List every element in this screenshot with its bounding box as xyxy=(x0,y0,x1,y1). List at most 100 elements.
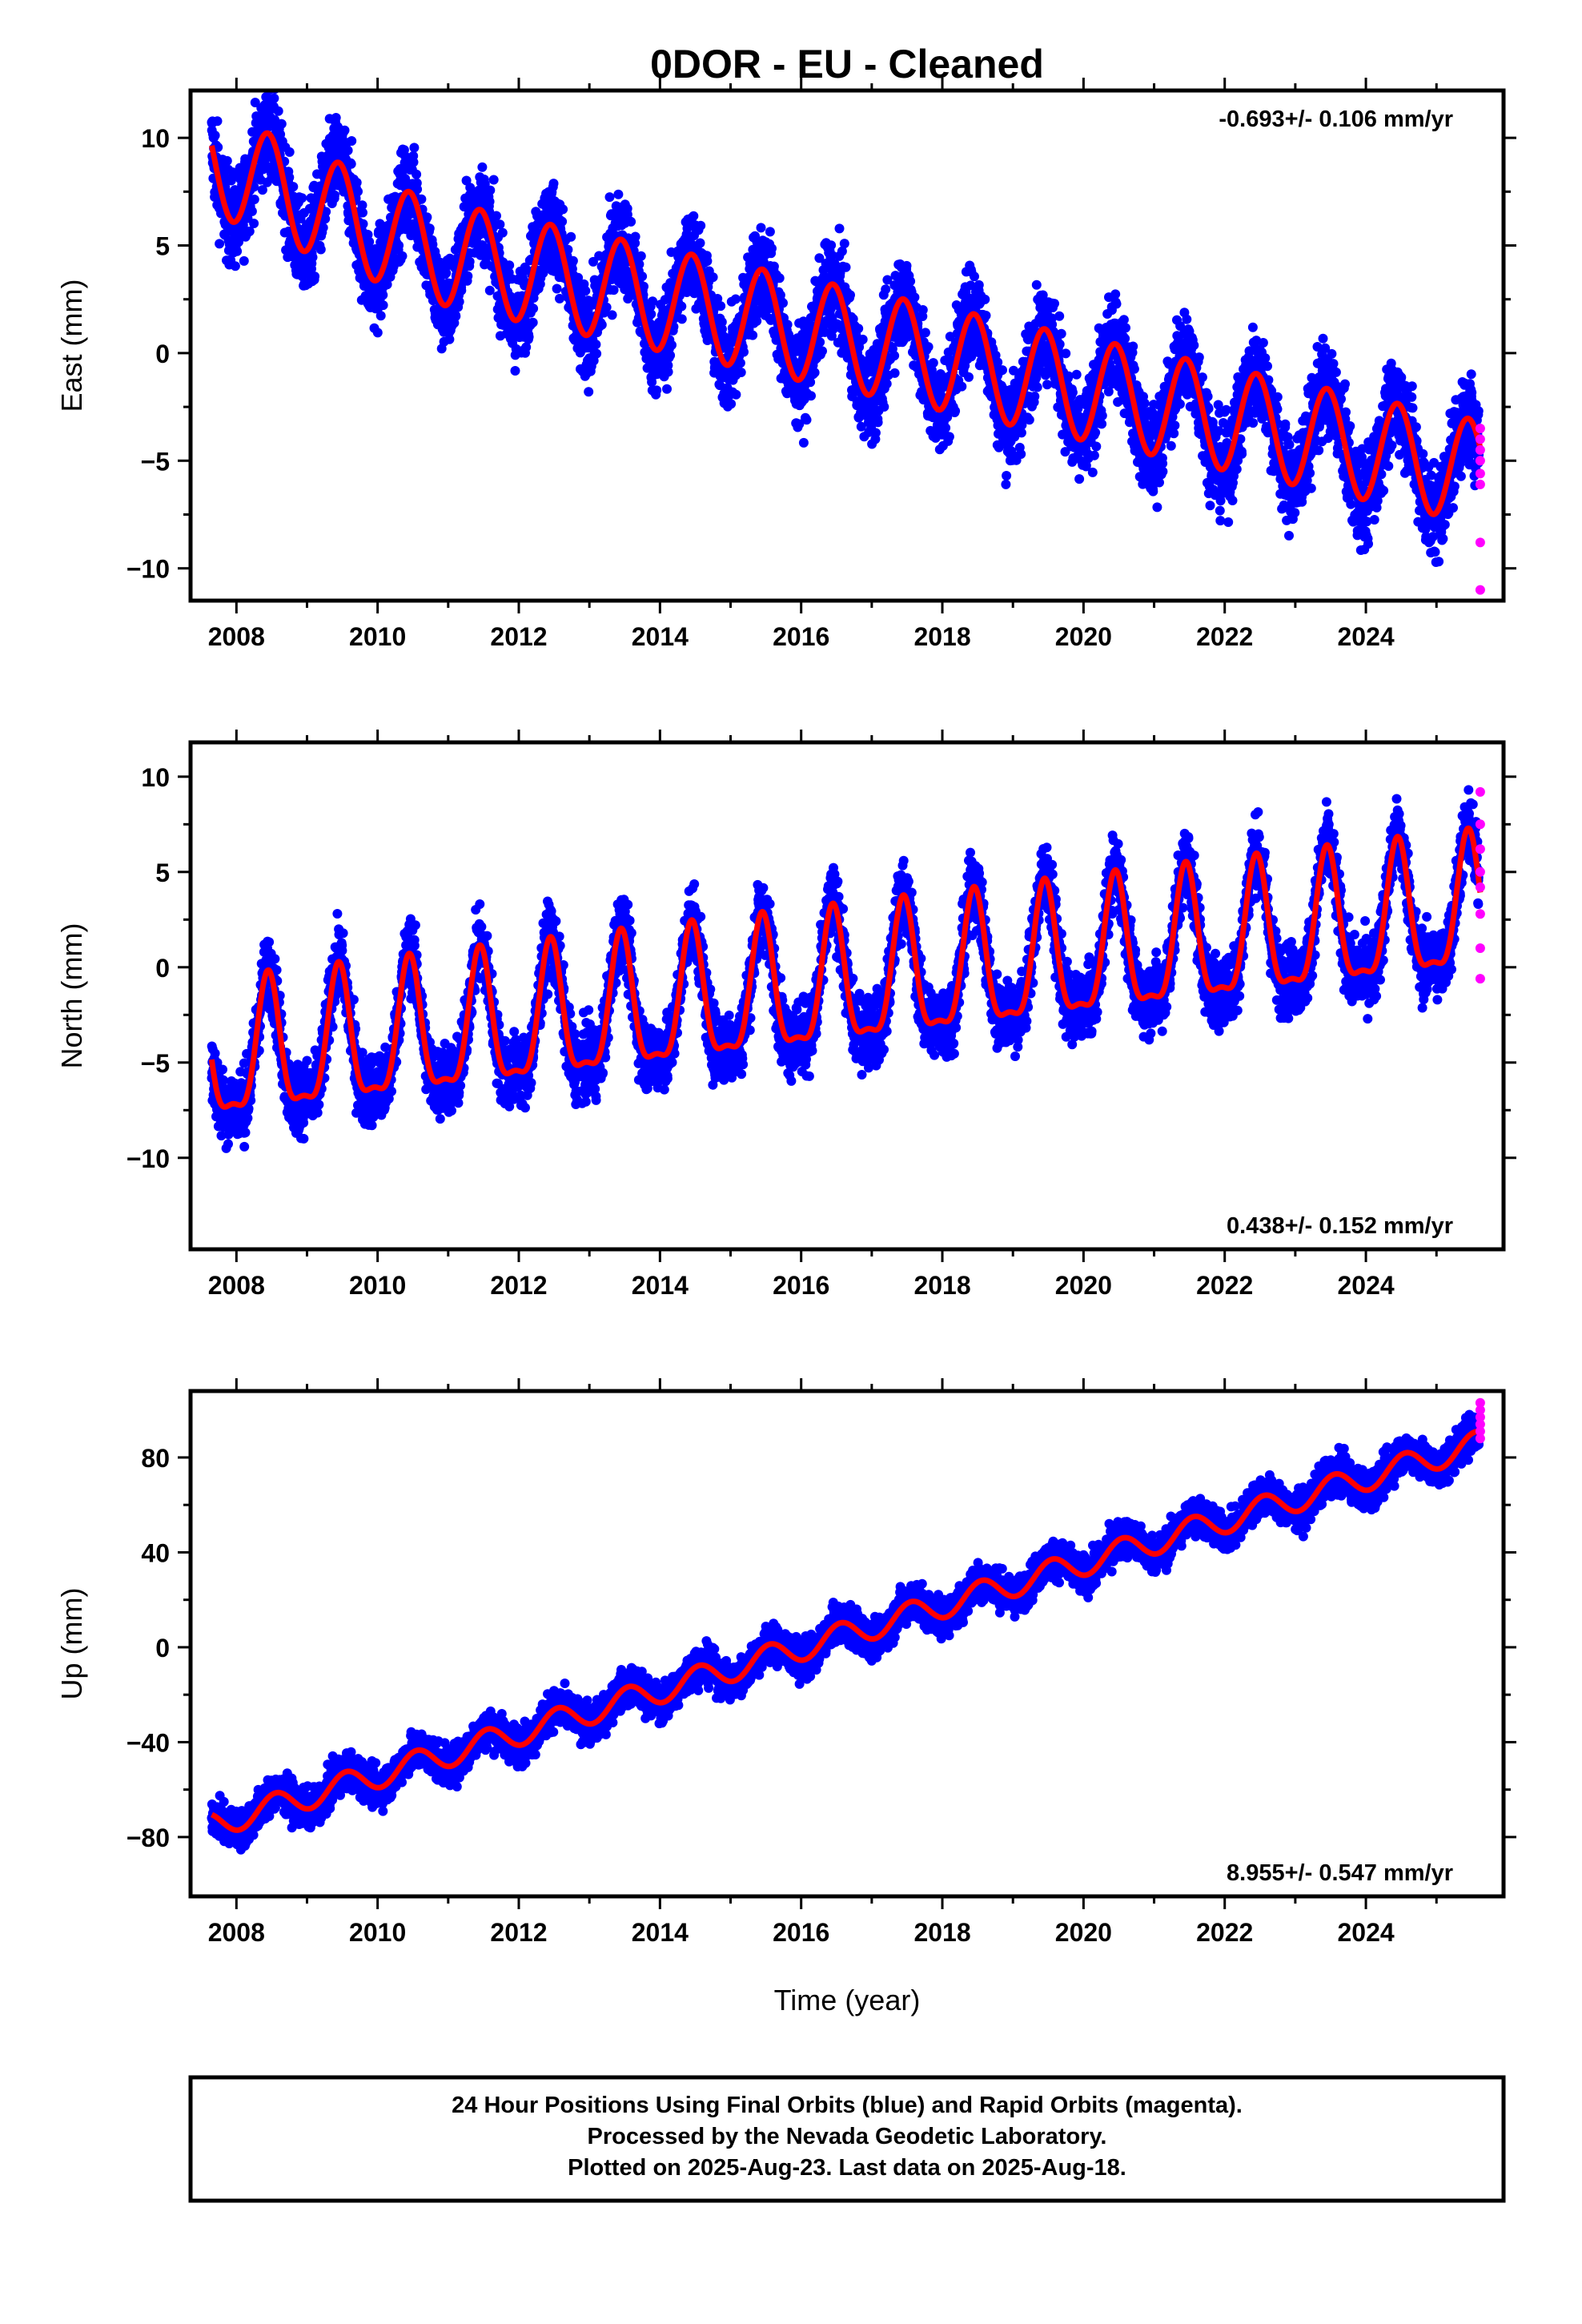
final-orbit-point xyxy=(238,220,248,231)
final-orbit-point xyxy=(731,389,741,400)
final-orbit-point xyxy=(269,93,279,103)
final-orbit-point xyxy=(1054,311,1065,321)
final-orbit-point xyxy=(244,226,255,236)
final-orbit-point xyxy=(1166,440,1176,451)
final-orbit-point xyxy=(485,185,496,195)
final-orbit-point xyxy=(230,261,240,271)
final-orbit-point xyxy=(353,187,363,197)
final-orbit-point xyxy=(351,178,362,187)
final-orbit-point xyxy=(809,368,820,378)
final-orbit-point xyxy=(1061,348,1071,359)
final-orbit-point xyxy=(845,290,855,300)
final-orbit-point xyxy=(841,262,851,272)
final-orbit-point xyxy=(998,365,1007,376)
final-orbit-point xyxy=(557,216,568,227)
final-orbit-point xyxy=(637,271,648,282)
final-orbit-point xyxy=(320,214,331,224)
final-orbit-point xyxy=(343,145,353,155)
final-orbit-point xyxy=(636,251,646,261)
final-orbit-point xyxy=(1128,341,1138,352)
final-orbit-point xyxy=(213,142,223,152)
final-orbit-point xyxy=(257,185,267,195)
final-orbit-point xyxy=(715,380,725,391)
final-orbit-point xyxy=(652,385,662,396)
final-orbit-point xyxy=(528,317,538,328)
final-orbit-point xyxy=(1024,415,1034,425)
final-orbit-point xyxy=(957,381,967,392)
final-orbit-point xyxy=(665,350,676,360)
final-orbit-point xyxy=(853,324,864,334)
final-orbit-point xyxy=(580,286,591,296)
final-orbit-point xyxy=(928,358,938,368)
final-orbit-point xyxy=(212,116,223,127)
final-orbit-point xyxy=(497,227,508,238)
final-orbit-point xyxy=(321,207,331,217)
final-orbit-point xyxy=(456,285,467,296)
final-orbit-point xyxy=(879,402,889,412)
final-orbit-point xyxy=(870,428,881,438)
final-orbit-point xyxy=(1154,477,1164,488)
final-orbit-point xyxy=(717,324,727,334)
final-orbit-point xyxy=(1121,323,1130,333)
final-orbit-point xyxy=(552,283,562,294)
final-orbit-point xyxy=(767,243,777,254)
final-orbit-point xyxy=(412,169,422,179)
final-orbit-point xyxy=(1050,299,1059,309)
final-orbit-point xyxy=(702,256,713,266)
final-orbit-point xyxy=(713,294,723,304)
final-orbit-point xyxy=(1120,333,1130,344)
final-orbit-point xyxy=(607,310,617,320)
final-orbit-point xyxy=(215,239,225,249)
east-panel: 2008 2010 2012 2014 2016 2018 2020 2022 20241050… xyxy=(55,78,1516,651)
final-orbit-point xyxy=(210,131,220,141)
final-orbit-point xyxy=(464,256,475,267)
final-orbit-point xyxy=(591,340,601,350)
final-orbit-point xyxy=(1074,474,1085,485)
final-orbit-point xyxy=(249,219,259,228)
final-orbit-point xyxy=(492,211,501,221)
final-orbit-point xyxy=(826,240,837,251)
final-orbit-point xyxy=(444,334,455,344)
final-orbit-point xyxy=(1031,279,1042,290)
final-orbit-point xyxy=(548,179,559,189)
final-orbit-point xyxy=(881,379,892,389)
final-orbit-point xyxy=(250,98,260,107)
final-orbit-point xyxy=(284,172,295,183)
final-orbit-point xyxy=(648,296,658,307)
final-orbit-point xyxy=(756,223,766,233)
final-orbit-point xyxy=(1089,450,1099,460)
final-orbit-point xyxy=(920,328,930,338)
final-orbit-point xyxy=(739,347,749,357)
final-orbit-point xyxy=(358,219,368,229)
final-orbit-point xyxy=(584,387,594,397)
final-orbit-point xyxy=(1091,441,1102,452)
final-orbit-point xyxy=(974,279,984,290)
final-orbit-point xyxy=(873,417,883,428)
final-orbit-point xyxy=(970,271,979,282)
final-orbit-point xyxy=(748,330,758,340)
final-orbit-point xyxy=(484,196,495,207)
final-orbit-point xyxy=(524,332,534,342)
final-orbit-point xyxy=(726,399,737,409)
final-orbit-point xyxy=(330,190,339,200)
final-orbit-point xyxy=(667,340,677,350)
final-orbit-point xyxy=(1071,369,1082,380)
final-orbit-point xyxy=(521,342,532,352)
final-orbit-point xyxy=(276,119,287,129)
final-orbit-point xyxy=(881,284,891,295)
final-orbit-point xyxy=(1016,449,1026,459)
final-orbit-point xyxy=(484,285,495,296)
final-orbit-point xyxy=(677,314,687,324)
final-orbit-point xyxy=(806,391,816,401)
final-orbit-point xyxy=(297,193,307,203)
final-orbit-point xyxy=(424,223,435,234)
final-orbit-point xyxy=(950,406,961,416)
final-orbit-point xyxy=(454,296,464,307)
final-orbit-point xyxy=(504,260,515,271)
final-orbit-point xyxy=(247,206,257,216)
final-orbit-point xyxy=(232,246,243,256)
final-orbit-point xyxy=(662,384,672,394)
final-orbit-point xyxy=(613,189,624,199)
final-orbit-point xyxy=(307,252,318,263)
